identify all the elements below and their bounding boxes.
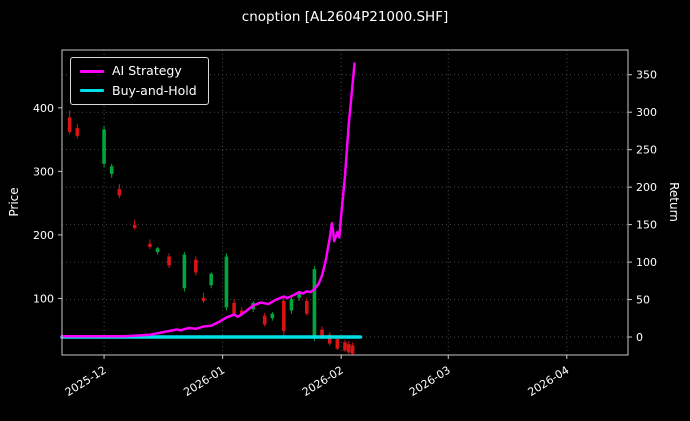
grid — [62, 50, 628, 355]
legend-swatch-buy-and-hold — [80, 89, 104, 93]
return-tick-label: 250 — [636, 144, 657, 157]
y-axis-right: 0 50 100 150 200 250 300 350 — [628, 69, 657, 344]
return-tick-label: 50 — [636, 294, 650, 307]
ai-strategy-line — [60, 62, 356, 338]
price-tick-label: 300 — [33, 165, 54, 178]
legend-label-ai-strategy: AI Strategy — [112, 63, 182, 78]
chart-title: cnoption [AL2604P21000.SHF] — [241, 9, 449, 25]
date-tick-label: 2026-03 — [407, 364, 453, 399]
return-tick-label: 300 — [636, 106, 657, 119]
return-tick-label: 200 — [636, 181, 657, 194]
x-axis: 2025-12 2026-01 2026-02 2026-03 2026-04 — [63, 355, 572, 399]
candles — [67, 110, 355, 355]
date-tick-label: 2026-04 — [526, 364, 572, 399]
legend: AI Strategy Buy-and-Hold — [70, 57, 209, 105]
legend-item-ai-strategy: AI Strategy — [80, 63, 197, 78]
price-tick-label: 200 — [33, 229, 54, 242]
return-tick-label: 0 — [636, 331, 643, 344]
date-tick-label: 2025-12 — [63, 364, 109, 399]
return-tick-label: 100 — [636, 256, 657, 269]
plot-border — [61, 49, 629, 356]
price-tick-label: 100 — [33, 292, 54, 305]
price-tick-label: 400 — [33, 102, 54, 115]
legend-item-buy-and-hold: Buy-and-Hold — [80, 82, 197, 98]
date-tick-label: 2026-01 — [181, 364, 227, 399]
legend-swatch-ai-strategy — [80, 69, 104, 73]
return-tick-label: 350 — [636, 69, 657, 82]
y-axis-left: 100 200 300 400 — [33, 102, 62, 305]
y-axis-label-price: Price — [7, 187, 21, 217]
date-tick-label: 2026-02 — [300, 364, 346, 399]
legend-label-buy-and-hold: Buy-and-Hold — [112, 82, 197, 98]
return-tick-label: 150 — [636, 219, 657, 232]
y-axis-label-return: Return — [667, 182, 681, 222]
